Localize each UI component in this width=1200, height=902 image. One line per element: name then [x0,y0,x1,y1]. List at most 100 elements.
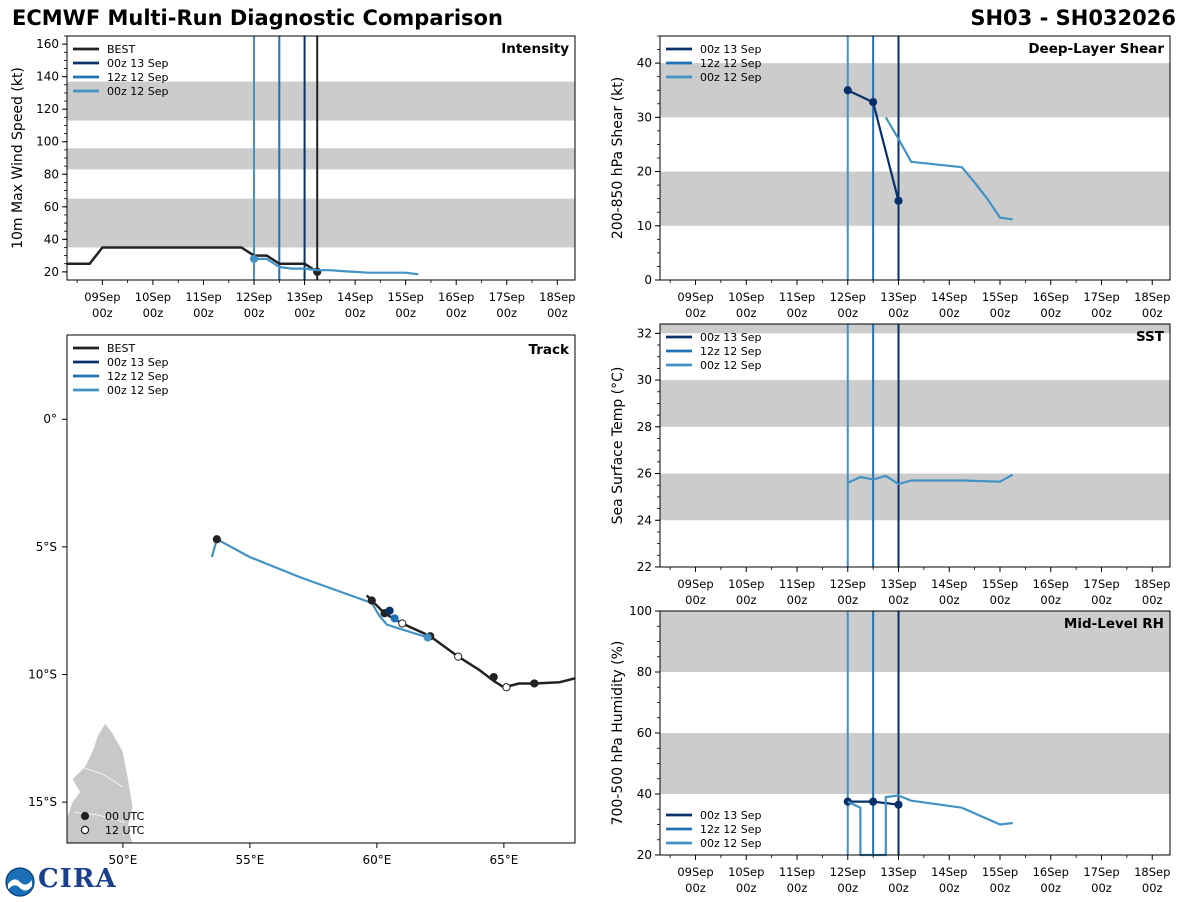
series-line [847,794,1013,857]
track-point [502,683,511,692]
track-point [423,633,432,642]
y-tick-label: 30 [637,110,652,124]
panel-intensity: 20 40 60 80 100 120 140 160 09Sep 00z 10Sep 00z 11Se… [10,35,576,320]
y-tick-label: 100 [629,604,652,618]
shaded-band [660,733,1170,794]
series-line [847,473,1014,486]
track-point [390,614,399,623]
plot-frame [66,334,576,844]
plot-frame [659,323,1171,568]
legend-label: 12 UTC [105,824,145,837]
y-axis-label: Sea Surface Temp (°C) [610,367,626,525]
x-tick-hour-label: 00z [1040,593,1061,607]
panel-rh: 20 40 60 80 100 09Sep 00z 10Sep 00z 11Sep 00z 12Sep… [610,604,1171,895]
x-tick-day-label: 17Sep [489,290,525,304]
y-tick-label: 32 [637,326,652,340]
shaded-band [660,611,1170,672]
y-tick-label: 120 [36,102,59,116]
x-tick-day-label: 15Sep [982,290,1018,304]
x-tick-day-label: 13Sep [880,290,916,304]
x-tick-day-label: 13Sep [880,577,916,591]
legend-label: 00z 13 Sep [700,43,762,56]
x-tick-day-label: 10Sep [728,290,764,304]
x-tick-hour-label: 00z [685,593,706,607]
x-tick-hour-label: 00z [685,881,706,895]
storm-id: SH03 - SH032026 [970,6,1176,30]
x-tick-day-label: 09Sep [677,865,713,879]
x-tick-hour-label: 00z [446,306,467,320]
x-tick-day-label: 14Sep [931,577,967,591]
legend-label: 00z 13 Sep [107,356,169,369]
x-tick-day-label: 14Sep [931,865,967,879]
legend-label: 00z 12 Sep [700,71,762,84]
x-tick-day-label: 16Sep [1033,577,1069,591]
track-plot-area [67,535,575,843]
panel-shear: 0 10 20 30 40 09Sep 00z 10Sep 00z 11Sep 00z 12Sep 00… [610,35,1171,320]
x-tick-day-label: 11Sep [185,290,221,304]
x-tick-hour-label: 00z [990,593,1011,607]
legend-label: BEST [107,43,135,56]
legend-label: 12z 12 Sep [700,57,762,70]
series-line [884,116,1013,221]
x-tick-day-label: 17Sep [1083,290,1119,304]
y-tick-label: 20 [637,165,652,179]
panel-title: Track [529,342,570,358]
cira-logo: CIRA [38,864,117,894]
track-point [489,672,498,682]
x-tick-hour-label: 00z [888,306,909,320]
x-tick-day-label: 14Sep [931,290,967,304]
x-tick-hour-label: 00z [685,306,706,320]
x-tick-day-label: 11Sep [779,577,815,591]
x-tick-label: 55°E [235,853,264,867]
y-tick-label: 40 [44,232,59,246]
x-tick-label: 65°E [489,853,518,867]
x-tick-day-label: 18Sep [539,290,575,304]
x-tick-day-label: 12Sep [236,290,272,304]
panel-title: Mid-Level RH [1064,616,1164,632]
legend-label: 12z 12 Sep [107,370,169,383]
y-tick-label: 10 [637,219,652,233]
panel-title: Intensity [501,41,569,57]
x-tick-hour-label: 00z [1091,881,1112,895]
x-tick-day-label: 18Sep [1134,290,1170,304]
y-tick-label: 40 [637,56,652,70]
y-tick-label: 160 [36,37,59,51]
x-tick-day-label: 14Sep [337,290,373,304]
x-tick-label: 60°E [362,853,391,867]
x-tick-hour-label: 00z [547,306,568,320]
y-axis-label: 200-850 hPa Shear (kt) [610,77,626,239]
y-tick-label: 60 [44,200,59,214]
x-tick-hour-label: 00z [837,593,858,607]
legend-label: 00z 12 Sep [107,85,169,98]
series-line [67,246,318,273]
x-tick-hour-label: 00z [837,881,858,895]
x-tick-hour-label: 00z [939,881,960,895]
y-tick-label: 80 [637,665,652,679]
legend-label: 00z 12 Sep [700,837,762,850]
x-tick-hour-label: 00z [294,306,315,320]
panel-title: Deep-Layer Shear [1028,41,1164,57]
x-tick-hour-label: 00z [736,306,757,320]
y-tick-label: 80 [44,167,59,181]
x-tick-hour-label: 00z [143,306,164,320]
x-tick-hour-label: 00z [1142,881,1163,895]
data-point [894,800,903,809]
x-tick-day-label: 13Sep [880,865,916,879]
data-point [249,254,259,263]
y-tick-label: 15°S [28,795,57,809]
x-tick-hour-label: 00z [395,306,416,320]
track-line [365,594,575,689]
x-tick-label: 50°E [108,853,137,867]
data-point [869,797,878,806]
panel-title: SST [1136,329,1165,345]
x-tick-hour-label: 00z [939,306,960,320]
legend-label: 12z 12 Sep [700,823,762,836]
x-tick-day-label: 13Sep [286,290,322,304]
x-tick-hour-label: 00z [244,306,265,320]
series-line [254,257,419,276]
y-axis-label: 10m Max Wind Speed (kt) [10,67,26,249]
x-tick-day-label: 09Sep [677,577,713,591]
x-tick-day-label: 11Sep [779,290,815,304]
x-tick-hour-label: 00z [888,593,909,607]
